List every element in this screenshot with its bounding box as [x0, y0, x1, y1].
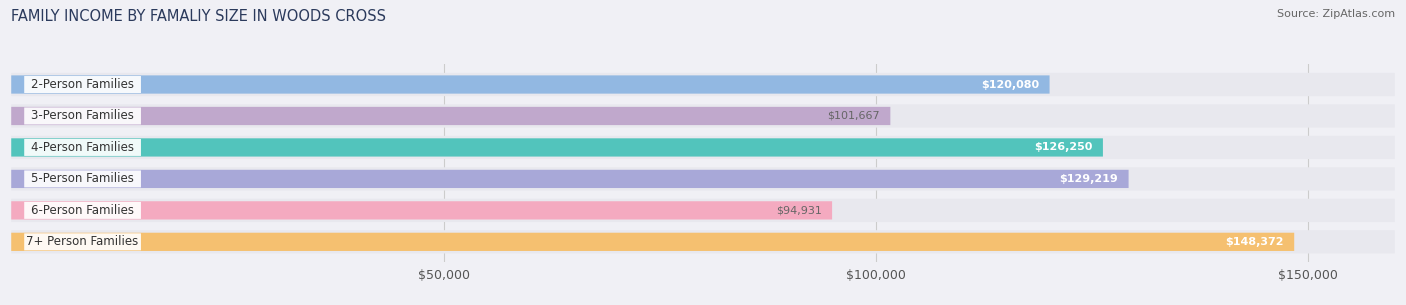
Text: $129,219: $129,219 — [1060, 174, 1118, 184]
FancyBboxPatch shape — [11, 199, 1395, 222]
FancyBboxPatch shape — [11, 230, 1395, 253]
Text: 3-Person Families: 3-Person Families — [31, 109, 134, 123]
Text: $101,667: $101,667 — [827, 111, 880, 121]
Text: 4-Person Families: 4-Person Families — [31, 141, 134, 154]
FancyBboxPatch shape — [11, 201, 832, 220]
Text: 5-Person Families: 5-Person Families — [31, 172, 134, 185]
FancyBboxPatch shape — [11, 167, 1395, 191]
Text: 2-Person Families: 2-Person Families — [31, 78, 134, 91]
FancyBboxPatch shape — [11, 170, 1129, 188]
Text: 6-Person Families: 6-Person Families — [31, 204, 134, 217]
FancyBboxPatch shape — [11, 104, 1395, 127]
FancyBboxPatch shape — [11, 73, 1395, 96]
Text: FAMILY INCOME BY FAMALIY SIZE IN WOODS CROSS: FAMILY INCOME BY FAMALIY SIZE IN WOODS C… — [11, 9, 387, 24]
Text: $120,080: $120,080 — [981, 80, 1039, 89]
FancyBboxPatch shape — [24, 76, 141, 93]
FancyBboxPatch shape — [24, 202, 141, 219]
FancyBboxPatch shape — [11, 107, 890, 125]
FancyBboxPatch shape — [24, 107, 141, 124]
Text: $148,372: $148,372 — [1226, 237, 1284, 247]
Text: $94,931: $94,931 — [776, 205, 821, 215]
FancyBboxPatch shape — [11, 136, 1395, 159]
FancyBboxPatch shape — [11, 75, 1049, 94]
Text: $126,250: $126,250 — [1035, 142, 1092, 152]
FancyBboxPatch shape — [11, 233, 1294, 251]
Text: 7+ Person Families: 7+ Person Families — [27, 235, 139, 248]
FancyBboxPatch shape — [11, 138, 1102, 156]
FancyBboxPatch shape — [24, 233, 141, 250]
FancyBboxPatch shape — [24, 170, 141, 187]
Text: Source: ZipAtlas.com: Source: ZipAtlas.com — [1277, 9, 1395, 19]
FancyBboxPatch shape — [24, 139, 141, 156]
